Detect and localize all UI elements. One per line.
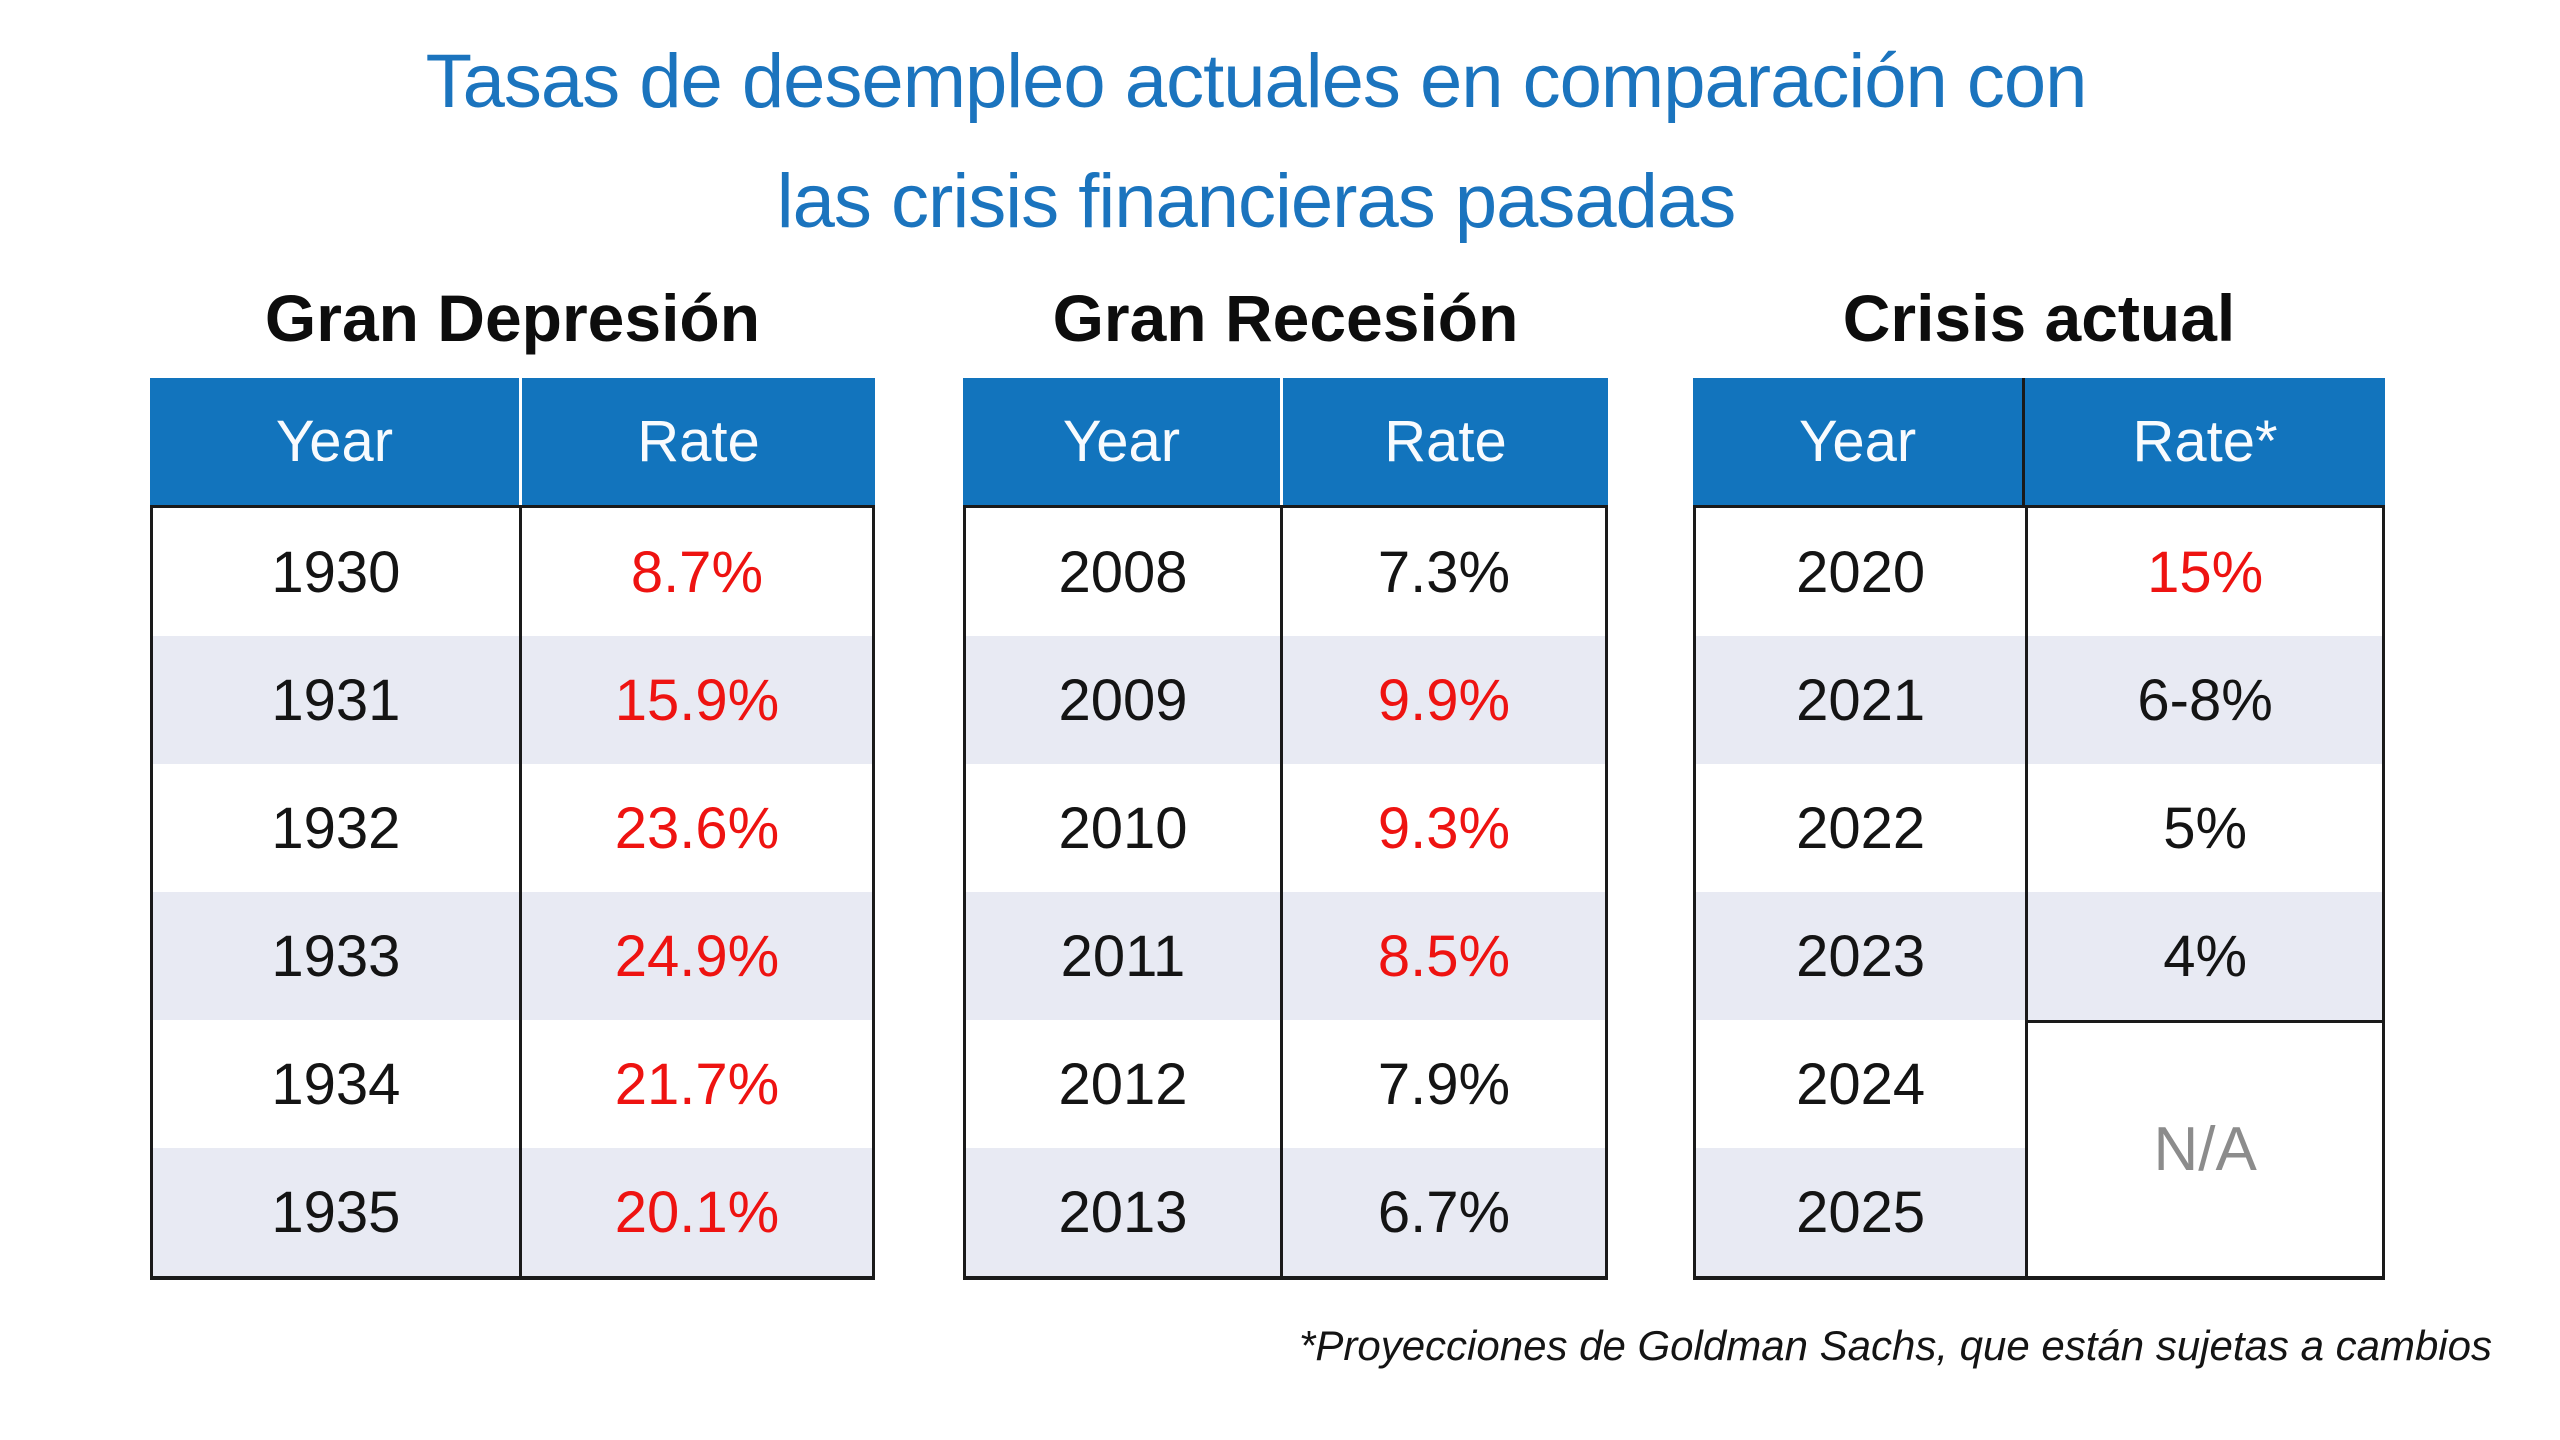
year-cell: 1932	[153, 764, 522, 892]
table-row: 1932 23.6%	[153, 764, 872, 892]
rate-cell: 15.9%	[614, 667, 780, 733]
footnote: *Proyecciones de Goldman Sachs, que está…	[1298, 1322, 2492, 1369]
column-header-rate: Rate	[1384, 409, 1507, 474]
years-column: 2020 2021 2022 2023 2024 2025	[1696, 508, 2026, 1276]
table-body: 1930 8.7% 1931 15.9% 1932 23.6% 1933 24.…	[150, 505, 875, 1280]
rate-cell: 9.9%	[1377, 667, 1511, 733]
year-cell: 2010	[966, 764, 1283, 892]
year-cell: 2008	[966, 508, 1283, 636]
table-heading: Crisis actual	[1842, 281, 2236, 355]
year-cell: 1930	[153, 508, 522, 636]
year-cell: 2009	[966, 636, 1283, 764]
year-cell: 2023	[1696, 892, 2026, 1020]
year-cell: 2024	[1796, 1051, 1926, 1117]
rate-cell: 20.1%	[614, 1179, 780, 1245]
rate-cell: 6.7%	[1377, 1179, 1511, 1245]
year-cell: 1934	[153, 1020, 522, 1148]
table-row: 2011 8.5%	[966, 892, 1605, 1020]
year-cell: 2012	[966, 1020, 1283, 1148]
column-header-year: Year	[963, 378, 1283, 505]
year-cell: 1935	[153, 1148, 522, 1276]
rates-column: 15% 6-8% 5% 4% N/A	[2025, 508, 2382, 1276]
merged-rate-cell: N/A	[2028, 1020, 2382, 1276]
year-cell: 2025	[1696, 1148, 2026, 1276]
table-heading: Gran Recesión	[1052, 281, 1519, 355]
year-cell: 2013	[966, 1148, 1283, 1276]
year-cell: 2022	[1796, 795, 1926, 861]
table-header-row: Year Rate	[150, 378, 875, 505]
slide-title: Tasas de desempleo actuales en comparaci…	[0, 22, 2512, 262]
table-row: 2012 7.9%	[966, 1020, 1605, 1148]
year-cell: 2021	[1696, 636, 2026, 764]
rate-cell: 23.6%	[614, 795, 780, 861]
table-row: 1935 20.1%	[153, 1148, 872, 1276]
table-section-gran-recesion: Gran Recesión Year Rate 2008 7.3% 2009 9…	[963, 278, 1608, 1280]
rate-cell: 7.9%	[1377, 1051, 1511, 1117]
table-body: 2020 2021 2022 2023 2024 2025 15% 6-8% 5…	[1693, 505, 2385, 1280]
column-header-year: Year	[1693, 378, 2026, 505]
table-body: 2008 7.3% 2009 9.9% 2010 9.3% 2011 8.5% …	[963, 505, 1608, 1280]
table-row: 1933 24.9%	[153, 892, 872, 1020]
column-header-year: Year	[150, 378, 522, 505]
slide-title-line2: las crisis financieras pasadas	[776, 159, 1736, 244]
table-row: 2013 6.7%	[966, 1148, 1605, 1276]
table-row: 1934 21.7%	[153, 1020, 872, 1148]
table-row: 1931 15.9%	[153, 636, 872, 764]
table-section-gran-depresion: Gran Depresión Year Rate 1930 8.7% 1931 …	[150, 278, 875, 1280]
year-cell: 2011	[966, 892, 1283, 1020]
table-row: 1930 8.7%	[153, 508, 872, 636]
column-header-rate: Rate*	[2132, 409, 2278, 474]
table-header-row: Year Rate*	[1693, 378, 2385, 505]
table-row: 2009 9.9%	[966, 636, 1605, 764]
rate-cell: 7.3%	[1377, 539, 1511, 605]
rate-cell: 6-8%	[2028, 636, 2382, 764]
rate-cell: 4%	[2028, 892, 2382, 1020]
rate-cell: 8.7%	[630, 539, 764, 605]
year-cell: 1933	[153, 892, 522, 1020]
slide-title-line1: Tasas de desempleo actuales en comparaci…	[425, 39, 2088, 124]
table-section-crisis-actual: Crisis actual Year Rate* 2020 2021 2022 …	[1693, 278, 2385, 1280]
rate-cell: 9.3%	[1377, 795, 1511, 861]
table-row: 2008 7.3%	[966, 508, 1605, 636]
rate-cell: 21.7%	[614, 1051, 780, 1117]
table-header-row: Year Rate	[963, 378, 1608, 505]
table-row: 2010 9.3%	[966, 764, 1605, 892]
column-header-rate: Rate	[637, 409, 760, 474]
year-cell: 2020	[1796, 539, 1926, 605]
year-cell: 1931	[153, 636, 522, 764]
rate-cell: 15%	[2147, 539, 2264, 605]
rate-cell: 24.9%	[614, 923, 780, 989]
rate-cell: 5%	[2163, 795, 2248, 861]
table-heading: Gran Depresión	[264, 281, 761, 355]
rate-cell: 8.5%	[1377, 923, 1511, 989]
